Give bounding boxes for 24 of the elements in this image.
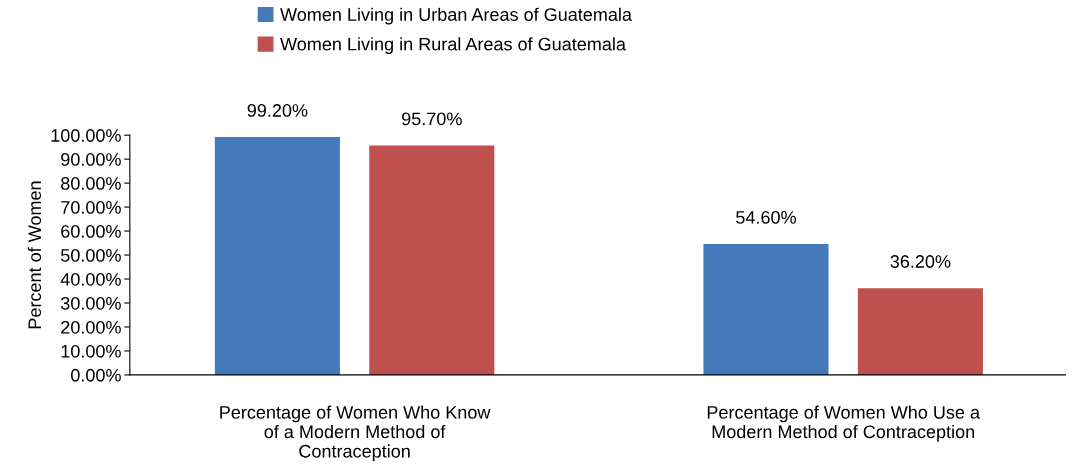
y-tick-label: 20.00% bbox=[61, 320, 121, 334]
y-tick-label: 40.00% bbox=[60, 272, 121, 286]
legend-label: Women Living in Rural Areas of Guatemala bbox=[280, 37, 626, 55]
data-label: 36.20% bbox=[890, 255, 951, 268]
data-label: 99.20% bbox=[247, 104, 308, 117]
y-tick-label: 0.00% bbox=[71, 368, 121, 382]
x-tick-label: Percentage of Women Who Know of a Modern Method of Contraception bbox=[220, 405, 491, 462]
y-axis-title: Percent of Women bbox=[27, 181, 42, 329]
bar bbox=[857, 288, 983, 375]
y-tick-label: 10.00% bbox=[61, 344, 121, 358]
y-tick-label: 30.00% bbox=[60, 296, 121, 310]
y-tick-label: 60.00% bbox=[61, 225, 121, 238]
y-tick-label: 100.00% bbox=[51, 129, 121, 142]
y-tick-label: 80.00% bbox=[61, 177, 121, 190]
y-tick-label: 90.00% bbox=[61, 153, 121, 166]
y-tick-label: 70.00% bbox=[61, 201, 121, 214]
data-label: 95.70% bbox=[402, 112, 462, 126]
x-tick-label: Percentage of Women Who Use a Modern Method of Contraception bbox=[707, 405, 981, 442]
y-tick-label: 50.00% bbox=[60, 248, 121, 262]
bar bbox=[703, 244, 829, 375]
bar bbox=[369, 145, 495, 375]
data-label: 54.60% bbox=[736, 211, 796, 224]
bar bbox=[214, 137, 340, 375]
legend-label: Women Living in Urban Areas of Guatemala bbox=[280, 7, 632, 25]
